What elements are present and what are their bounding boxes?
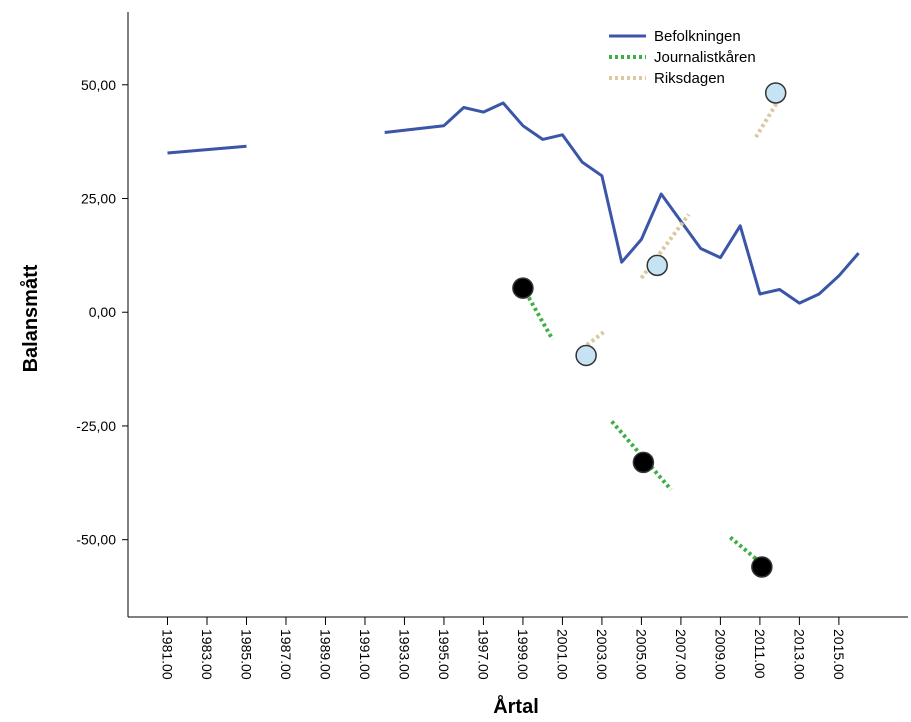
data-point-journalistk-ren [632, 451, 655, 474]
legend-label: Befolkningen [654, 28, 741, 45]
y-tick-label: 25,00 [81, 191, 116, 207]
x-tick-label: 2003.00 [594, 629, 610, 680]
series-line-riksdagen [580, 328, 608, 351]
x-tick-label: 2015.00 [831, 629, 847, 680]
y-tick-label: -50,00 [76, 532, 116, 548]
x-tick-label: 1993.00 [396, 629, 412, 680]
data-point-journalistk-ren [512, 277, 534, 299]
y-tick-label: 0,00 [89, 304, 116, 320]
x-tick-label: 1981.00 [159, 629, 175, 680]
points-layer [512, 82, 787, 578]
legend-label: Journalistkåren [654, 49, 756, 66]
data-point-journalistk-ren [751, 556, 773, 578]
y-tick-label: -25,00 [76, 418, 116, 434]
series-line-riksdagen [754, 97, 782, 139]
x-tick-label: 2011.00 [752, 629, 768, 679]
x-tick-label: 2007.00 [673, 629, 689, 680]
x-tick-label: 1995.00 [436, 629, 452, 680]
data-point-riksdagen [575, 344, 597, 367]
series-line-journalistk-ren [521, 286, 555, 341]
x-tick-label: 2001.00 [554, 629, 570, 680]
x-tick-label: 2009.00 [712, 629, 728, 680]
x-tick-label: 1999.00 [515, 629, 531, 680]
data-point-riksdagen [646, 254, 668, 277]
legend-label: Riksdagen [654, 70, 725, 87]
x-tick-label: 2005.00 [633, 629, 649, 680]
x-tick-label: 1983.00 [199, 629, 215, 680]
x-tick-label: 1991.00 [357, 629, 373, 680]
series-layer [167, 97, 860, 569]
y-tick-label: 50,00 [81, 77, 116, 93]
legend: Befolkningen Journalistkåren Riksdagen [609, 28, 756, 87]
x-axis-title: Årtal [493, 694, 539, 718]
y-axis-title: Balansmått [19, 264, 42, 372]
axes: 50,00 25,00 0,00 -25,00 -50,00 1981.00 1983.00… [76, 12, 908, 680]
data-point-riksdagen [764, 82, 787, 104]
series-line-befolkningen [167, 144, 247, 155]
x-tick-label: 1989.00 [317, 629, 333, 680]
x-tick-label: 1985.00 [238, 629, 254, 680]
x-tick-label: 2013.00 [791, 629, 807, 680]
series-line-befolkningen [384, 101, 860, 305]
x-tick-label: 1987.00 [278, 629, 294, 680]
x-tick-label: 1997.00 [475, 629, 491, 680]
